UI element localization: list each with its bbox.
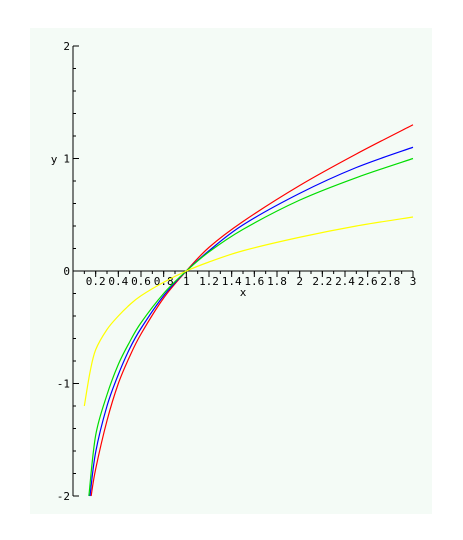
x-tick-label: 2.6	[358, 275, 378, 288]
x-tick-label: 2.8	[380, 275, 400, 288]
x-tick-label: 0.6	[131, 275, 151, 288]
x-tick-label: 2.4	[335, 275, 355, 288]
y-tick-label: 2	[63, 40, 70, 53]
series-line-4	[83, 216, 414, 407]
x-tick-label: 1.6	[244, 275, 264, 288]
series-line-2	[89, 146, 414, 497]
x-axis-label: x	[240, 286, 247, 299]
y-tick-label: 0	[63, 265, 70, 278]
x-tick-label: 1	[183, 275, 190, 288]
x-tick-label: 1.2	[199, 275, 219, 288]
x-tick-label: 3	[410, 275, 417, 288]
series-line-1	[90, 124, 414, 497]
series-line-3	[88, 157, 414, 497]
x-tick-label: 2.2	[312, 275, 332, 288]
x-tick-label: 1.4	[222, 275, 242, 288]
x-tick-label: 0.2	[86, 275, 106, 288]
y-tick-label: -2	[57, 490, 70, 503]
x-tick-label: 0.4	[108, 275, 128, 288]
y-axis-label: y	[51, 153, 58, 166]
x-tick-label: 2	[296, 275, 303, 288]
y-tick-label: 1	[63, 153, 70, 166]
series-group	[83, 124, 414, 497]
y-tick-label: -1	[57, 378, 70, 391]
x-tick-label: 1.8	[267, 275, 287, 288]
